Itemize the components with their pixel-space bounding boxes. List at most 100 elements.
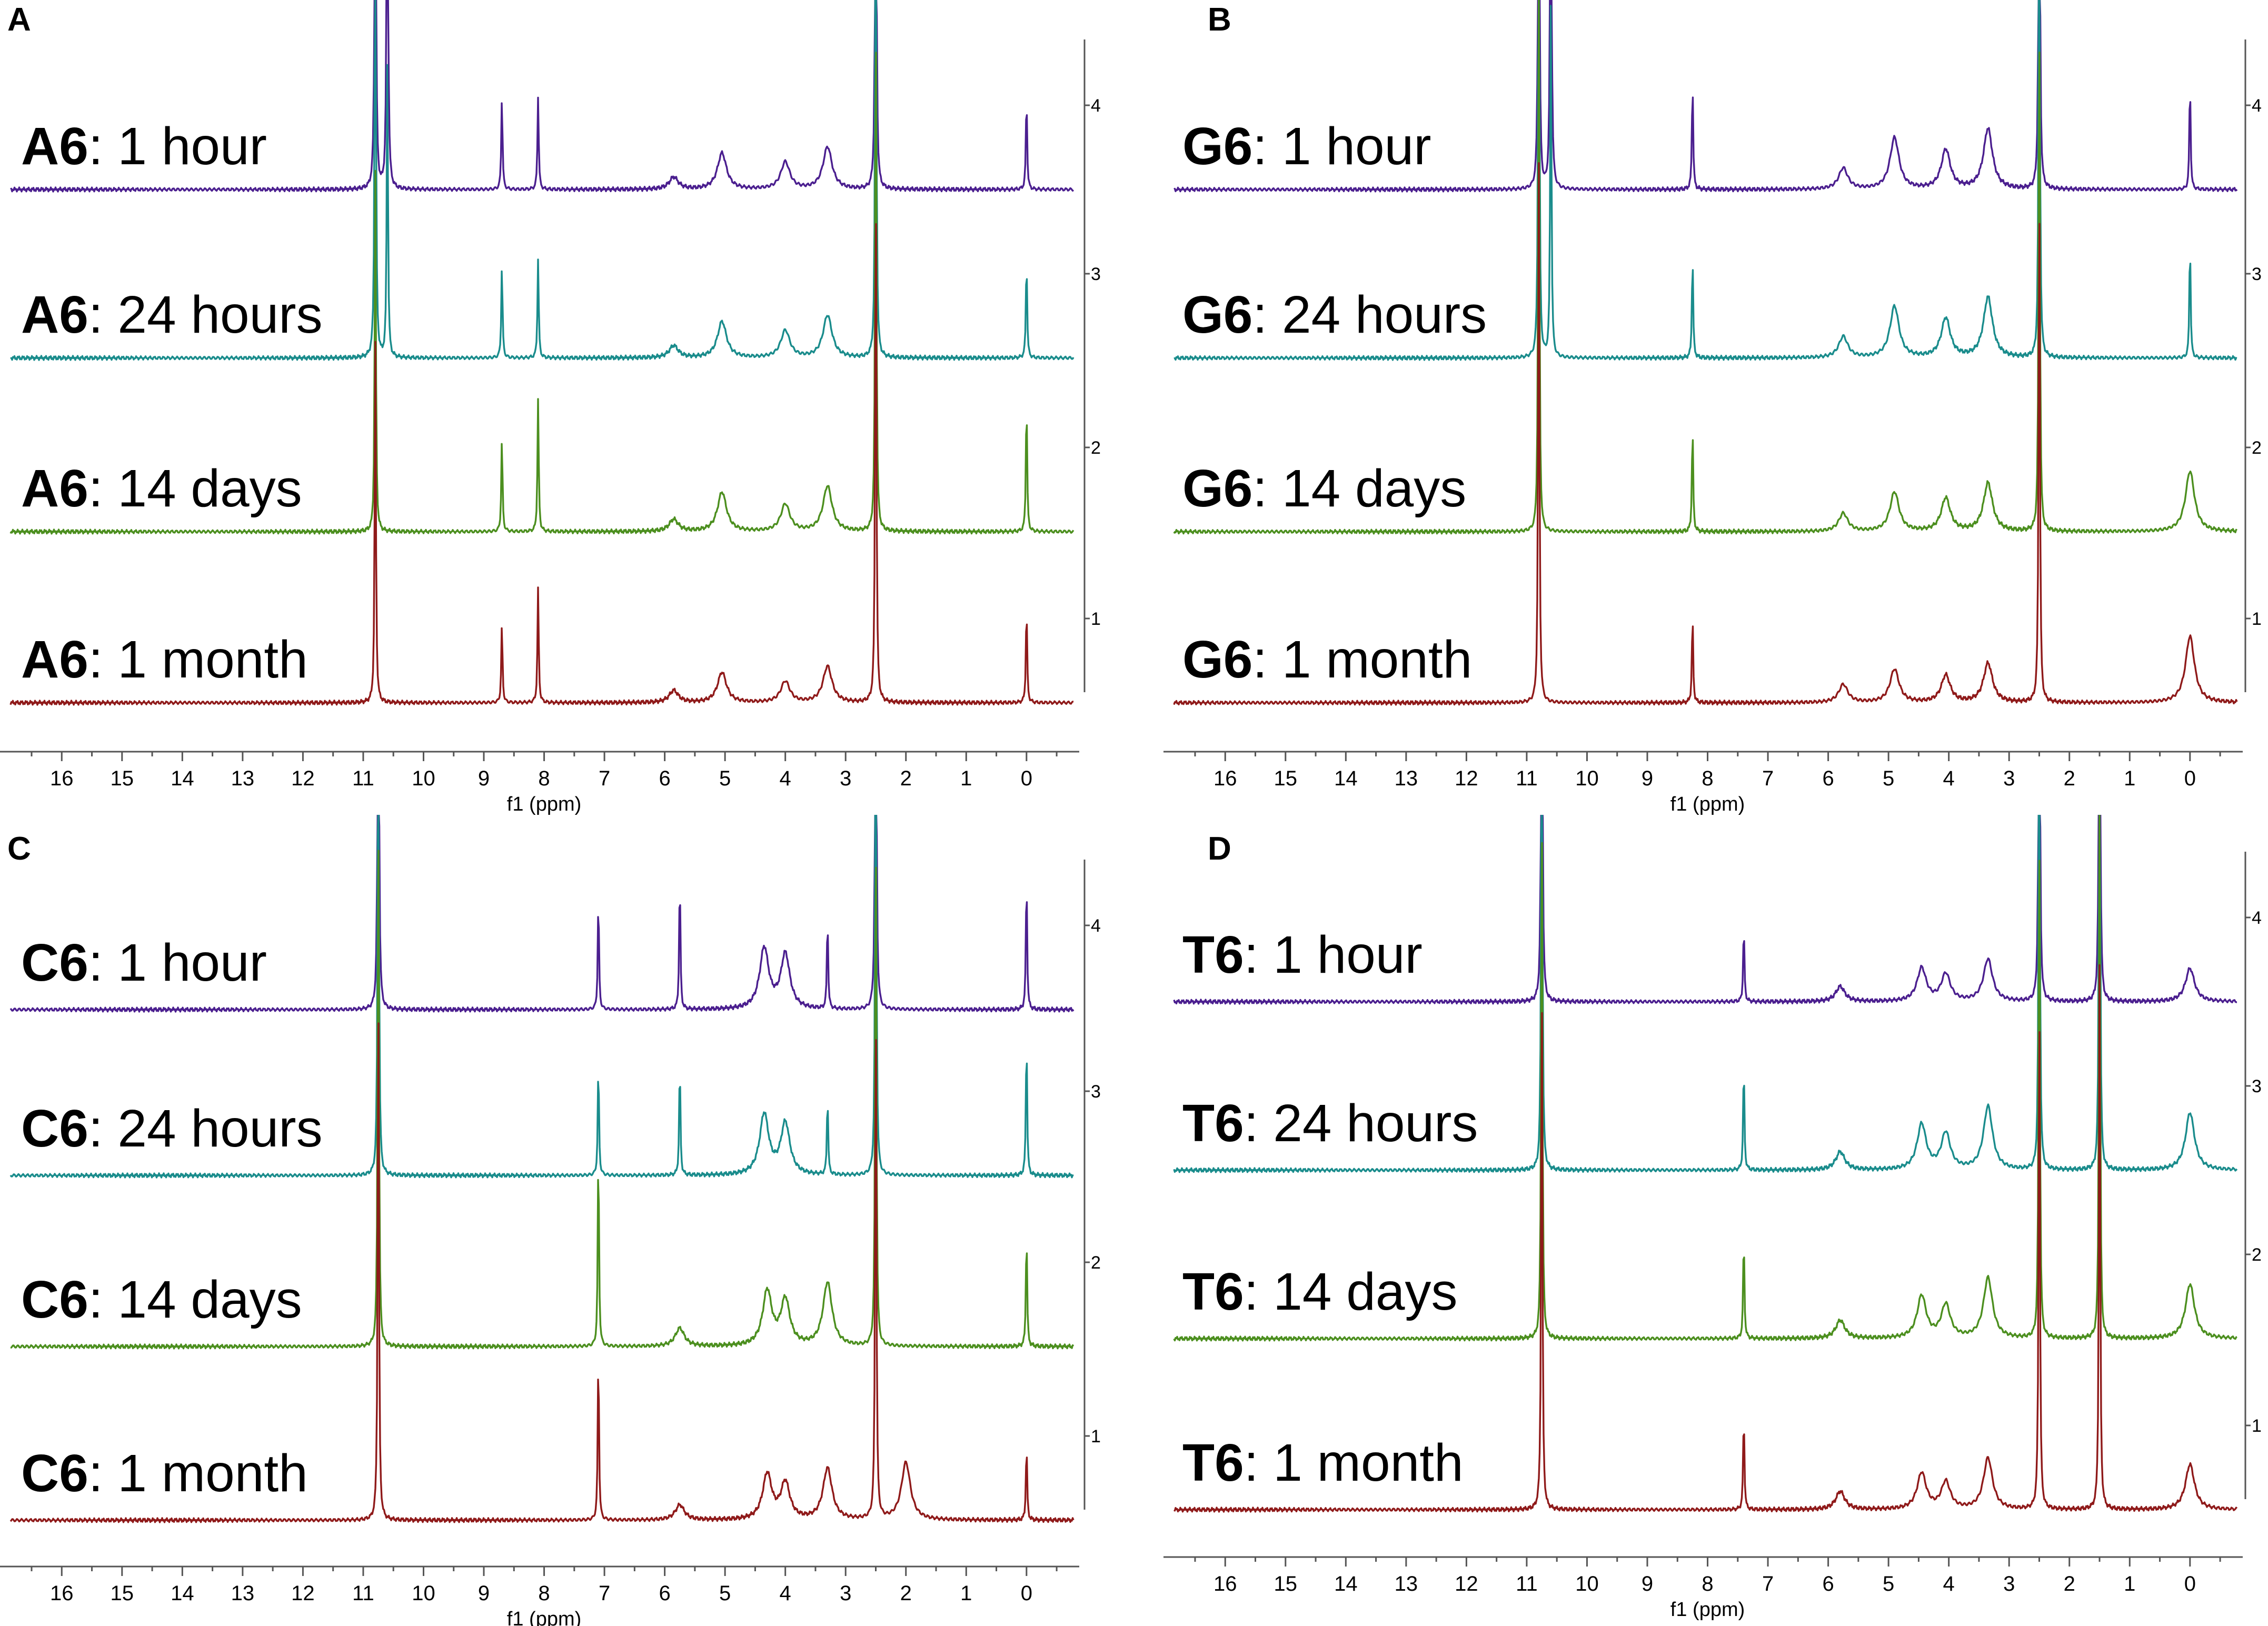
ppm-tick-label: 12: [291, 767, 315, 790]
trace-label-compound: G6: [1182, 459, 1252, 518]
ppm-tick-label: 6: [1822, 1572, 1834, 1595]
ppm-tick-label: 5: [719, 767, 731, 790]
trace-label: A6: 24 hours: [21, 285, 323, 344]
trace-label: A6: 14 days: [21, 459, 302, 518]
trace-label: G6: 1 month: [1182, 630, 1472, 689]
trace-label-time: : 14 days: [1244, 1262, 1458, 1321]
trace-label-time: : 1 hour: [88, 117, 267, 176]
trace-label-time: : 1 hour: [1244, 925, 1423, 984]
ppm-tick-label: 8: [1702, 1572, 1713, 1595]
trace-label-compound: T6: [1182, 925, 1244, 984]
ppm-tick-label: 14: [1334, 1572, 1358, 1595]
spectra: [9, 815, 1075, 1523]
spectrum-trace-3: [1173, 815, 2237, 1342]
ppm-tick-label: 15: [1274, 767, 1298, 790]
panel-letter: C: [7, 831, 31, 867]
spectrum-trace-4: [1173, 964, 2238, 1513]
ppm-tick-label: 11: [352, 767, 374, 790]
ppm-tick-label: 9: [1642, 767, 1653, 790]
ppm-tick-label: 7: [1762, 1572, 1774, 1595]
spectra: [1173, 0, 2238, 706]
ppm-tick-label: 8: [538, 1582, 550, 1605]
trace-label: C6: 1 hour: [21, 933, 267, 992]
trace-label-compound: A6: [21, 630, 88, 689]
ppm-tick-label: 9: [478, 767, 490, 790]
ppm-tick-label: 8: [1702, 767, 1713, 790]
intensity-tick-label: 4: [1091, 916, 1101, 936]
trace-label-compound: C6: [21, 1099, 88, 1158]
ppm-tick-label: 13: [1395, 767, 1418, 790]
trace-label-compound: G6: [1182, 285, 1252, 344]
ppm-tick-label: 9: [1642, 1572, 1653, 1595]
intensity-tick-label: 2: [1091, 1253, 1101, 1273]
ppm-tick-label: 16: [1213, 1572, 1237, 1595]
ppm-tick-label: 6: [659, 767, 670, 790]
x-axis-title: f1 (ppm): [1670, 793, 1745, 815]
ppm-tick-label: 4: [1943, 767, 1955, 790]
ppm-tick-label: 2: [2064, 1572, 2075, 1595]
intensity-tick-label: 2: [1091, 438, 1101, 458]
ppm-tick-label: 10: [412, 1582, 435, 1605]
trace-label: C6: 24 hours: [21, 1099, 323, 1158]
ppm-tick-label: 11: [1516, 1572, 1538, 1595]
ppm-tick-label: 3: [840, 1582, 851, 1605]
trace-label-time: : 14 days: [88, 1270, 302, 1329]
ppm-tick-label: 10: [1575, 1572, 1599, 1595]
trace-label-compound: G6: [1182, 117, 1252, 176]
ppm-tick-label: 16: [50, 1582, 74, 1605]
trace-label: A6: 1 month: [21, 630, 308, 689]
intensity-tick-label: 4: [2252, 96, 2262, 116]
spectrum-trace-3: [9, 52, 1075, 535]
ppm-tick-label: 5: [1883, 1572, 1894, 1595]
trace-label-time: : 1 month: [88, 630, 308, 689]
intensity-tick-label: 4: [2252, 908, 2262, 928]
ppm-tick-label: 0: [1021, 767, 1032, 790]
spectrum-trace-4: [9, 1022, 1075, 1523]
trace-label-time: : 1 hour: [1252, 117, 1431, 176]
spectrum-trace-2: [1173, 0, 2237, 361]
ppm-tick-label: 6: [1822, 767, 1834, 790]
trace-label: T6: 1 hour: [1182, 925, 1423, 984]
ppm-tick-label: 5: [1883, 767, 1894, 790]
ppm-tick-label: 14: [1334, 767, 1358, 790]
spectrum-trace-4: [9, 223, 1074, 706]
trace-label-time: : 1 month: [88, 1444, 308, 1503]
trace-label-compound: T6: [1182, 1433, 1244, 1492]
trace-label: T6: 1 month: [1182, 1433, 1464, 1492]
ppm-tick-label: 2: [900, 767, 912, 790]
spectra: [1173, 815, 2238, 1513]
ppm-tick-label: 3: [840, 767, 851, 790]
trace-label-time: : 1 month: [1252, 630, 1472, 689]
intensity-tick-label: 3: [2252, 264, 2262, 284]
trace-label-time: : 14 days: [88, 459, 302, 518]
trace-label-compound: C6: [21, 933, 88, 992]
trace-label-compound: T6: [1182, 1094, 1244, 1153]
ppm-tick-label: 15: [1274, 1572, 1298, 1595]
intensity-tick-label: 4: [1091, 96, 1101, 116]
panel-letter: A: [7, 2, 31, 38]
ppm-tick-label: 12: [1455, 1572, 1478, 1595]
ppm-tick-label: 0: [2184, 1572, 2196, 1595]
x-axis-title: f1 (ppm): [507, 793, 581, 815]
intensity-tick-label: 1: [2252, 609, 2262, 629]
ppm-tick-label: 1: [2124, 767, 2135, 790]
ppm-tick-label: 10: [412, 767, 435, 790]
ppm-tick-label: 16: [50, 767, 74, 790]
trace-label-compound: A6: [21, 285, 88, 344]
ppm-tick-label: 6: [659, 1582, 670, 1605]
trace-label-compound: A6: [21, 459, 88, 518]
spectra: [9, 0, 1075, 706]
ppm-tick-label: 13: [231, 767, 255, 790]
ppm-tick-label: 16: [1213, 767, 1237, 790]
ppm-tick-label: 3: [2003, 767, 2015, 790]
ppm-tick-label: 8: [538, 767, 550, 790]
ppm-tick-label: 7: [1762, 767, 1774, 790]
intensity-tick-label: 1: [1091, 609, 1101, 629]
ppm-tick-label: 15: [111, 1582, 134, 1605]
intensity-tick-label: 3: [1091, 264, 1101, 284]
ppm-tick-label: 13: [1395, 1572, 1418, 1595]
ppm-tick-label: 4: [780, 767, 791, 790]
trace-label-time: : 14 days: [1252, 459, 1466, 518]
